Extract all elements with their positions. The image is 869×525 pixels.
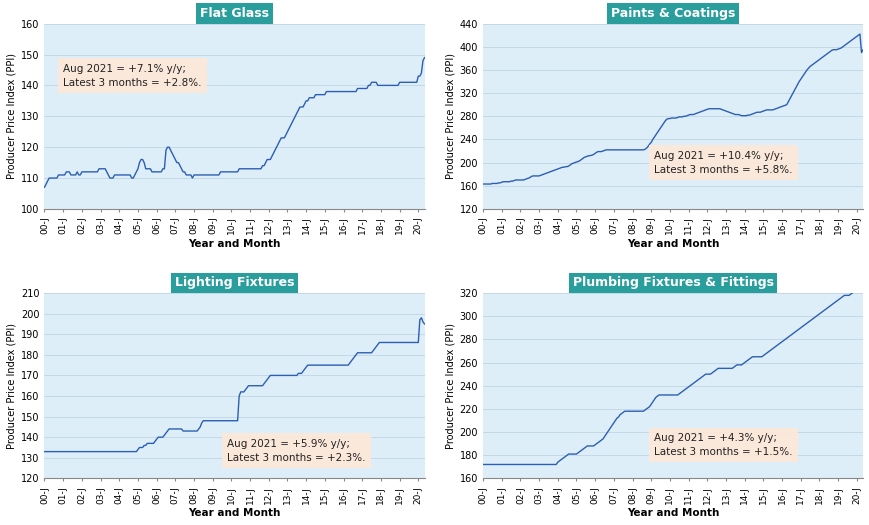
X-axis label: Year and Month: Year and Month xyxy=(627,238,719,249)
X-axis label: Year and Month: Year and Month xyxy=(627,508,719,518)
Y-axis label: Producer Price Index (PPI): Producer Price Index (PPI) xyxy=(7,53,17,179)
Text: Paints & Coatings: Paints & Coatings xyxy=(610,7,734,20)
X-axis label: Year and Month: Year and Month xyxy=(188,508,281,518)
Text: Plumbing Fixtures & Fittings: Plumbing Fixtures & Fittings xyxy=(572,276,773,289)
Y-axis label: Producer Price Index (PPI): Producer Price Index (PPI) xyxy=(445,53,455,179)
Text: Aug 2021 = +7.1% y/y;
Latest 3 months = +2.8%.: Aug 2021 = +7.1% y/y; Latest 3 months = … xyxy=(63,64,202,88)
Text: Lighting Fixtures: Lighting Fixtures xyxy=(175,276,294,289)
Y-axis label: Producer Price Index (PPI): Producer Price Index (PPI) xyxy=(445,323,454,449)
Y-axis label: Producer Price Index (PPI): Producer Price Index (PPI) xyxy=(7,323,17,449)
X-axis label: Year and Month: Year and Month xyxy=(188,238,281,249)
Text: Aug 2021 = +4.3% y/y;
Latest 3 months = +1.5%.: Aug 2021 = +4.3% y/y; Latest 3 months = … xyxy=(653,433,792,457)
Text: Aug 2021 = +10.4% y/y;
Latest 3 months = +5.8%.: Aug 2021 = +10.4% y/y; Latest 3 months =… xyxy=(653,151,792,175)
Text: Aug 2021 = +5.9% y/y;
Latest 3 months = +2.3%.: Aug 2021 = +5.9% y/y; Latest 3 months = … xyxy=(227,438,365,463)
Text: Flat Glass: Flat Glass xyxy=(200,7,269,20)
